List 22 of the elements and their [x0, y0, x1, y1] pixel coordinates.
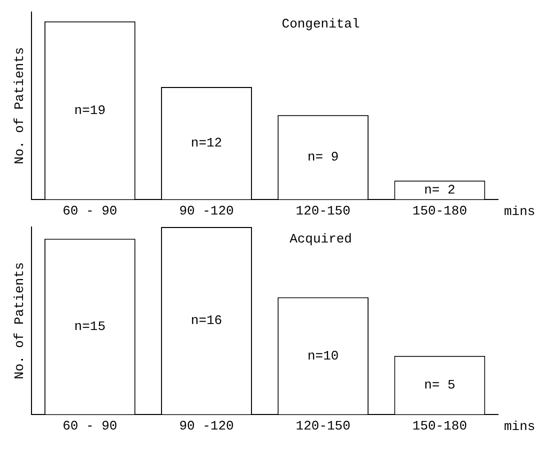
data-label: n=19 [74, 102, 106, 118]
data-label: n=16 [190, 313, 222, 328]
data-label: n=10 [307, 348, 339, 364]
x-tick-label: 60 - 90 [62, 418, 118, 434]
x-axis-title: mins [504, 204, 536, 219]
x-tick-label: 120-150 [296, 418, 350, 434]
x-tick-label: 150-180 [412, 418, 468, 434]
data-label: n= 9 [307, 150, 339, 165]
x-tick-label: 60 - 90 [62, 204, 118, 219]
data-label: n=12 [190, 136, 222, 151]
x-axis-title: mins [504, 418, 536, 434]
chart-title: Congenital [282, 16, 360, 32]
data-label: n=15 [74, 318, 106, 334]
x-tick-label: 90 -120 [179, 204, 234, 219]
y-axis-title: No. of Patients [12, 262, 28, 380]
data-label: n= 2 [424, 182, 456, 198]
x-tick-label: 90 -120 [179, 418, 234, 434]
data-label: n= 5 [424, 378, 456, 393]
x-tick-label: 150-180 [412, 204, 468, 219]
chart-title: Acquired [290, 231, 352, 246]
x-tick-label: 120-150 [296, 204, 350, 219]
y-axis-title: No. of Patients [12, 47, 28, 164]
